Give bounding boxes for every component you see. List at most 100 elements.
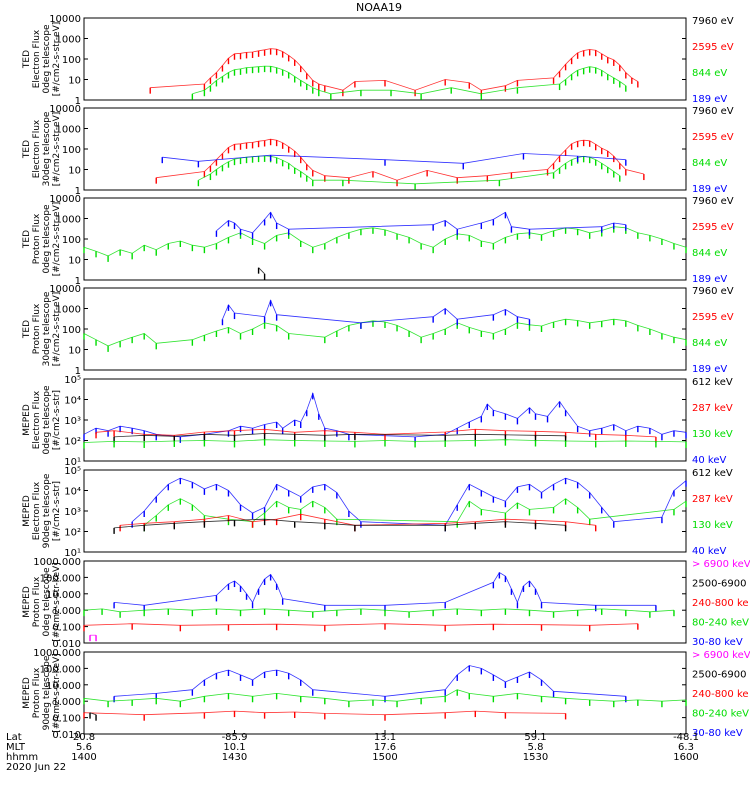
y-tick-label: 10	[68, 346, 81, 357]
y-axis-label: [#/cm2-s-str-eV]	[52, 292, 62, 367]
data-series-line	[114, 665, 626, 697]
legend-entry: 189 eV	[692, 184, 727, 195]
legend-entry: 2500-6900	[692, 579, 747, 590]
data-series-line	[162, 153, 626, 164]
y-axis-label: 0deg telescope	[42, 385, 52, 455]
y-axis-label: Electron Flux	[32, 119, 42, 178]
footer-mlt: 17.6	[374, 742, 396, 753]
data-series-line	[131, 477, 687, 526]
y-axis-label: Electron Flux	[32, 481, 42, 540]
y-tick-label: 10000	[49, 14, 81, 25]
legend-entry: 189 eV	[692, 364, 727, 375]
y-axis-label: [#/cm2-s-str-eV]	[52, 22, 62, 97]
panel-frame-6	[83, 560, 687, 644]
legend-entry: 240-800 ke	[692, 689, 749, 700]
legend-entry: 844 eV	[692, 338, 727, 349]
legend-entry: 80-240 keV	[692, 618, 749, 629]
panel-frame-2	[83, 197, 687, 281]
data-series-line	[143, 498, 687, 526]
data-series-line	[89, 712, 97, 716]
data-series-line	[83, 392, 687, 438]
y-tick-label: 10000	[49, 104, 81, 115]
data-series-line	[120, 513, 596, 526]
footer-row-label: Lat	[6, 732, 22, 743]
legend-entry: 30-80 keV	[692, 728, 743, 739]
legend-entry: 844 eV	[692, 248, 727, 259]
data-series-line	[216, 211, 626, 234]
legend-entry: 844 eV	[692, 158, 727, 169]
footer-time: 1400	[71, 752, 96, 763]
legend-entry: 7960 eV	[692, 106, 734, 117]
y-tick-label: 1000	[56, 35, 81, 46]
y-tick-label: 0.010	[52, 639, 81, 650]
y-tick-label: 10.000	[46, 681, 81, 692]
y-tick-label: 10	[68, 76, 81, 87]
legend-entry: 189 eV	[692, 94, 727, 105]
y-tick-label: 100.000	[40, 664, 81, 675]
y-tick-label: 100	[62, 325, 81, 336]
y-axis-label: MEPED	[22, 404, 32, 436]
footer-lat: 59.1	[524, 732, 546, 743]
y-tick-label: 10.000	[46, 590, 81, 601]
data-series-line	[114, 518, 566, 529]
y-tick-label: 1.000	[52, 697, 81, 708]
data-series-line	[192, 65, 627, 95]
legend-entry: 844 eV	[692, 68, 727, 79]
footer-row-label: MLT	[6, 742, 26, 753]
y-axis-label: 0deg telescope	[42, 567, 52, 637]
legend-entry: > 6900 keV	[692, 559, 750, 570]
legend-entry: 40 keV	[692, 546, 726, 557]
y-axis-label: [#/cm2-s-str-keV]	[52, 562, 62, 641]
footer-time: 1530	[523, 752, 548, 763]
y-tick-label: 10¹	[64, 548, 81, 559]
y-axis-label: TED	[22, 320, 32, 339]
legend-entry: 2595 eV	[692, 42, 734, 53]
data-series-line	[114, 571, 656, 606]
footer-mlt: 6.3	[678, 742, 694, 753]
y-tick-label: 10²	[64, 437, 81, 448]
y-axis-label: [#/cm2-s-str]	[52, 390, 62, 450]
y-tick-label: 10000	[49, 284, 81, 295]
y-tick-label: 1000	[56, 305, 81, 316]
y-axis-label: TED	[22, 140, 32, 159]
panel-frame-0	[83, 17, 687, 101]
footer-mlt: 5.6	[76, 742, 92, 753]
legend-entry: 612 keV	[692, 468, 733, 479]
y-tick-label: 10⁴	[64, 396, 81, 407]
y-axis-label: Proton Flux	[32, 576, 42, 627]
y-axis-label: Proton Flux	[32, 213, 42, 264]
legend-entry: 287 keV	[692, 403, 733, 414]
y-axis-label: [#/cm2-s-str-eV]	[52, 202, 62, 277]
y-tick-label: 10⁵	[64, 466, 81, 477]
y-tick-label: 1.000	[52, 606, 81, 617]
y-axis-label: 90deg telescope	[42, 473, 52, 548]
data-series-line	[83, 318, 687, 347]
y-tick-label: 10²	[64, 528, 81, 539]
y-tick-label: 100.000	[40, 573, 81, 584]
data-series-line	[156, 138, 644, 181]
legend-entry: 189 eV	[692, 274, 727, 285]
y-tick-label: 10³	[64, 416, 81, 427]
legend-entry: 2500-6900	[692, 670, 747, 681]
y-axis-label: 30deg telescope	[42, 111, 52, 186]
footer-lat: -85.9	[222, 732, 248, 743]
y-tick-label: 1000.000	[33, 648, 81, 659]
y-axis-label: [#/cm2-s-str-eV]	[52, 112, 62, 187]
y-axis-label: TED	[22, 230, 32, 249]
y-axis-label: [#/cm2-s-str]	[52, 481, 62, 541]
y-tick-label: 1	[75, 366, 81, 377]
footer-mlt: 5.8	[528, 742, 544, 753]
y-tick-label: 10	[68, 166, 81, 177]
y-tick-label: 10000	[49, 194, 81, 205]
y-tick-label: 0.010	[52, 730, 81, 741]
data-series-line	[258, 267, 265, 275]
footer-time: 1600	[673, 752, 698, 763]
y-axis-label: MEPED	[22, 677, 32, 709]
panel-frame-5	[83, 469, 687, 553]
y-tick-label: 100	[62, 145, 81, 156]
footer-row-label: hhmm	[6, 752, 38, 763]
legend-entry: 2595 eV	[692, 132, 734, 143]
legend-entry: 30-80 keV	[692, 637, 743, 648]
plot-title: NOAA19	[356, 1, 403, 14]
